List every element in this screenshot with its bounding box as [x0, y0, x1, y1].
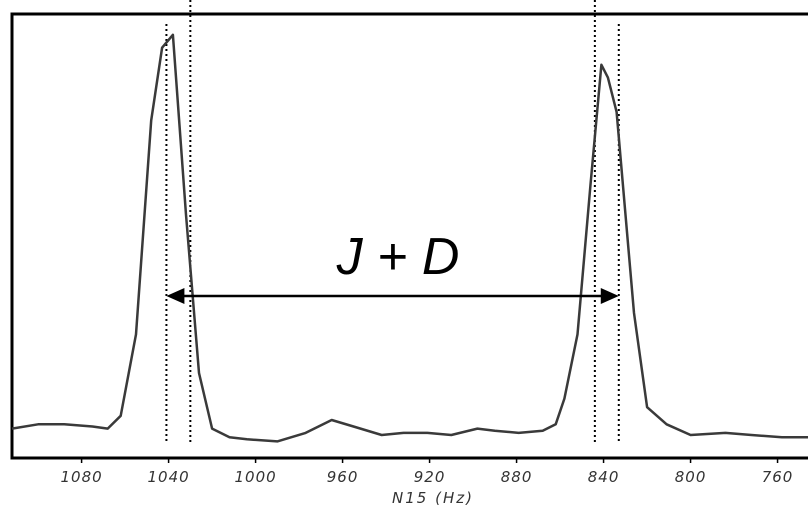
x-tick-label: 800: [675, 468, 707, 486]
x-tick-label: 840: [588, 468, 620, 486]
coupling-arrow: [166, 288, 619, 304]
reference-lines: [165, 0, 620, 442]
x-tick-label: 880: [501, 468, 533, 486]
arrow-head-left: [166, 288, 185, 304]
x-tick-label: 1080: [61, 468, 103, 486]
x-axis-ticks: 1080 1040 1000 960 920 880 840 800 760: [61, 457, 794, 486]
x-axis-label: N15 (Hz): [392, 489, 474, 507]
x-tick-label: 760: [762, 468, 794, 486]
x-tick-label: 960: [327, 468, 359, 486]
x-tick-label: 1000: [234, 468, 276, 486]
series-line: [11, 33, 808, 443]
x-tick-label: 920: [414, 468, 446, 486]
series-group: [11, 33, 808, 443]
arrow-head-right: [600, 288, 619, 304]
plot-frame: [10, 12, 808, 460]
annotation-label: J + D: [336, 228, 460, 286]
x-tick-label: 1040: [147, 468, 189, 486]
